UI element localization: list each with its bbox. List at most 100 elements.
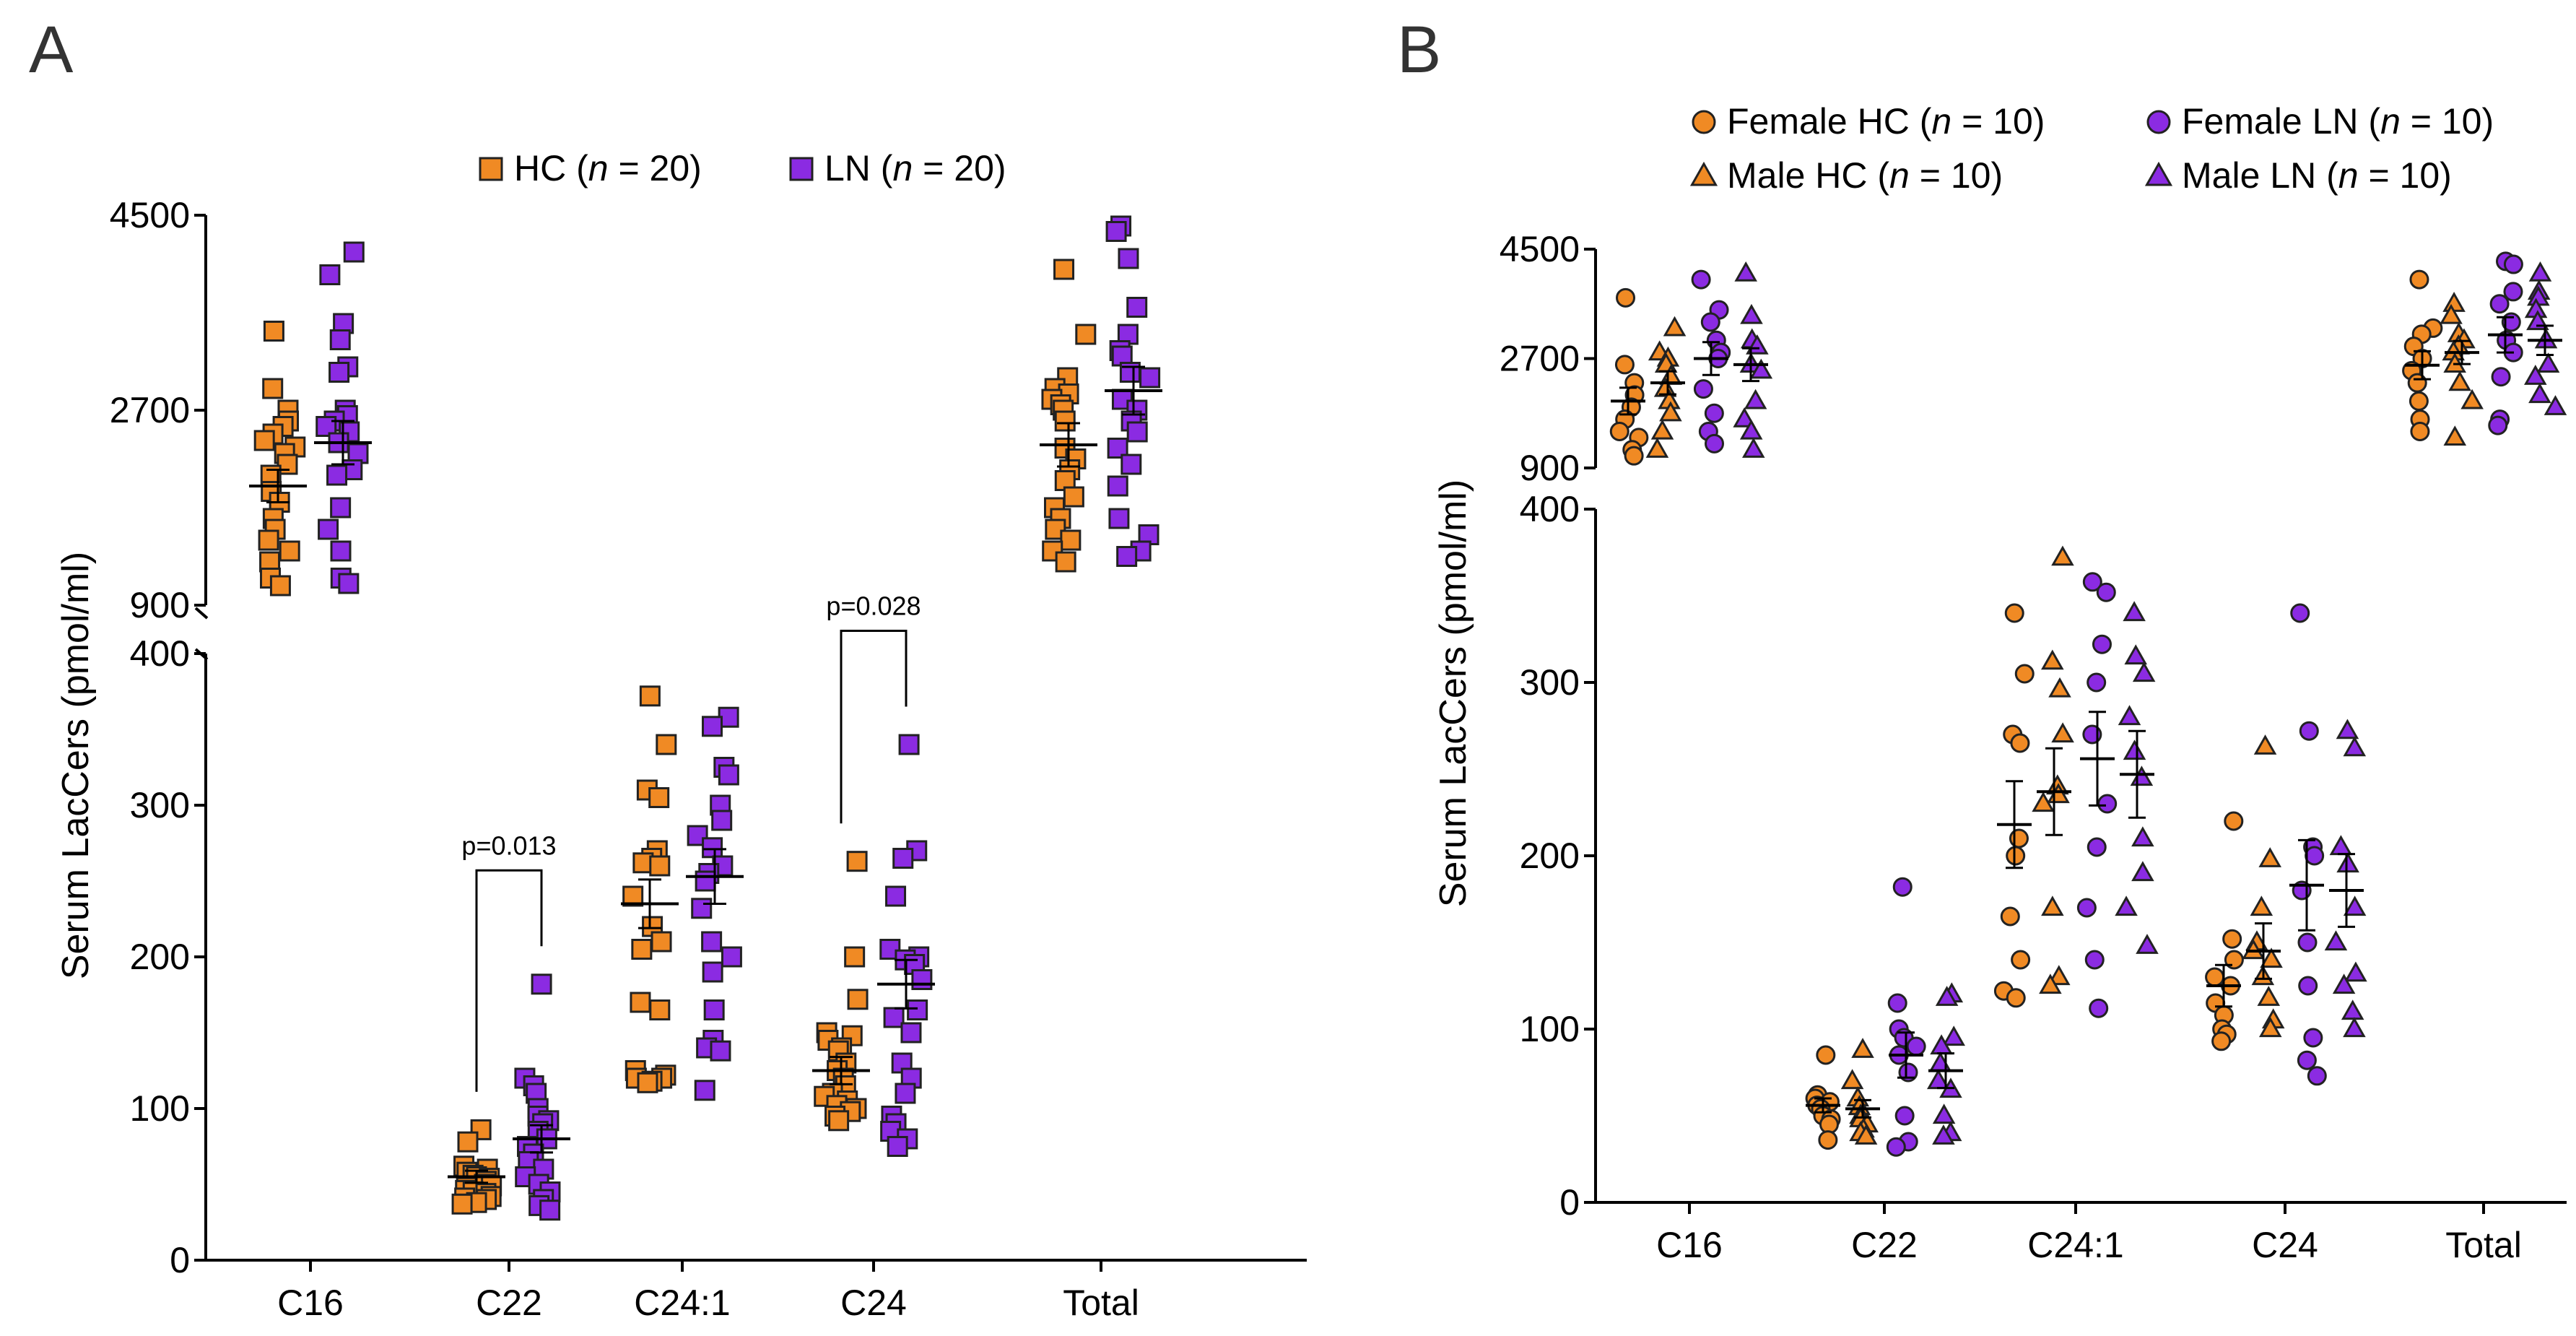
data-point [2488, 415, 2508, 435]
data-point [1108, 508, 1130, 529]
data-point [1139, 367, 1161, 389]
data-point [1116, 546, 1138, 567]
data-point [1055, 551, 1076, 573]
data-point [1816, 1045, 1836, 1065]
y-tick-label: 300 [1520, 662, 1580, 703]
panel-a-letter: A [29, 13, 74, 87]
panel-b-y-axis-title: Serum LacCers (pmol/ml) [1432, 480, 1474, 907]
data-point [711, 810, 733, 831]
x-tick-label-c16: C16 [1656, 1225, 1723, 1265]
data-point [1105, 221, 1127, 242]
data-point [2087, 837, 2107, 857]
data-point [1741, 438, 1765, 458]
y-tick-label: 0 [170, 1240, 190, 1280]
data-point [2084, 950, 2105, 970]
data-point [1886, 1137, 1906, 1157]
data-point [338, 573, 360, 594]
data-point [2491, 367, 2511, 387]
data-point [883, 1007, 905, 1028]
data-point [2343, 736, 2367, 757]
data-point [1693, 379, 1713, 399]
data-point [2524, 365, 2547, 385]
data-point [1733, 407, 1756, 428]
data-point [2544, 395, 2567, 415]
data-point [1700, 312, 1720, 332]
data-point [1932, 1103, 1956, 1124]
panel-a-axes: 900 2700 4500 0 100 200 300 400 C16 C22 C24:1 C24 To… [110, 195, 1307, 1323]
data-point [1126, 297, 1148, 318]
data-point [2205, 967, 2225, 987]
data-point [2092, 634, 2112, 654]
data-point [2329, 835, 2353, 856]
data-point [648, 787, 670, 808]
data-point [330, 497, 352, 519]
data-point [2290, 603, 2310, 623]
panel-b-data-marks [1609, 251, 2567, 1157]
y-tick-label: 200 [1520, 836, 1580, 876]
data-point [846, 851, 868, 872]
y-tick-label: 2700 [1500, 339, 1580, 379]
data-point [279, 540, 300, 562]
legend-entry-male-hc: Male HC (n = 10) [1689, 155, 2003, 196]
data-point [326, 464, 348, 486]
x-tick-label-c24-1: C24:1 [634, 1283, 730, 1323]
data-point [649, 855, 671, 877]
data-point [2534, 328, 2558, 349]
legend-label: Female LN (n = 10) [2182, 101, 2494, 142]
x-tick-label-c22: C22 [476, 1283, 542, 1323]
data-point [2097, 794, 2118, 814]
data-point [702, 837, 723, 859]
data-point [2136, 934, 2159, 954]
x-tick-label-c22: C22 [1851, 1225, 1918, 1265]
p-value-label: p=0.028 [826, 591, 921, 621]
y-tick-label: 100 [130, 1088, 190, 1129]
x-tick-label-c24: C24 [2252, 1225, 2318, 1265]
data-point [2344, 961, 2367, 982]
data-point [702, 961, 723, 983]
legend-label: LN (n = 20) [824, 148, 1006, 188]
data-point [630, 992, 651, 1013]
data-point [1645, 438, 1669, 458]
data-point [1705, 433, 1725, 454]
data-point [1739, 419, 1763, 440]
y-axis-break-mark [194, 607, 209, 661]
y-tick-label: 100 [1520, 1009, 1580, 1049]
data-point [1932, 1124, 1955, 1145]
data-point [451, 1193, 473, 1215]
data-point [2297, 1050, 2317, 1070]
data-point [329, 329, 351, 350]
data-point [1840, 1069, 1864, 1090]
data-point [328, 362, 350, 383]
data-point [1691, 269, 1711, 290]
data-point [701, 931, 723, 953]
data-point [1659, 401, 1682, 422]
data-point [900, 1022, 922, 1044]
panel-a-data-marks: p=0.013 p=0.028 [249, 215, 1162, 1221]
data-point [703, 999, 725, 1020]
x-tick-label-total: Total [2445, 1225, 2522, 1265]
data-point [2014, 664, 2035, 684]
data-point [2076, 898, 2097, 918]
data-point [637, 1072, 658, 1093]
data-point [2011, 950, 2031, 970]
x-tick-label-c24: C24 [840, 1283, 907, 1323]
data-point [269, 575, 291, 597]
data-point [702, 716, 723, 737]
data-point [1126, 421, 1148, 443]
data-point [2409, 269, 2429, 290]
data-point [1906, 1036, 1926, 1057]
data-point [2006, 846, 2026, 866]
panel-a: A HC (n = 20) LN (n = 20) Serum LacCers (… [29, 13, 1307, 1323]
data-point [2258, 1017, 2282, 1038]
x-tick-label-total: Total [1063, 1283, 1139, 1323]
data-point [2253, 734, 2277, 755]
data-point [2123, 739, 2146, 760]
data-point [2303, 1028, 2323, 1048]
data-point [828, 1110, 850, 1132]
legend-entry-male-ln: Male LN (n = 10) [2144, 155, 2452, 196]
data-point [2336, 852, 2359, 873]
data-point [2410, 422, 2430, 441]
data-point [2087, 672, 2107, 693]
data-point [721, 946, 742, 968]
y-tick-label: 300 [130, 785, 190, 825]
